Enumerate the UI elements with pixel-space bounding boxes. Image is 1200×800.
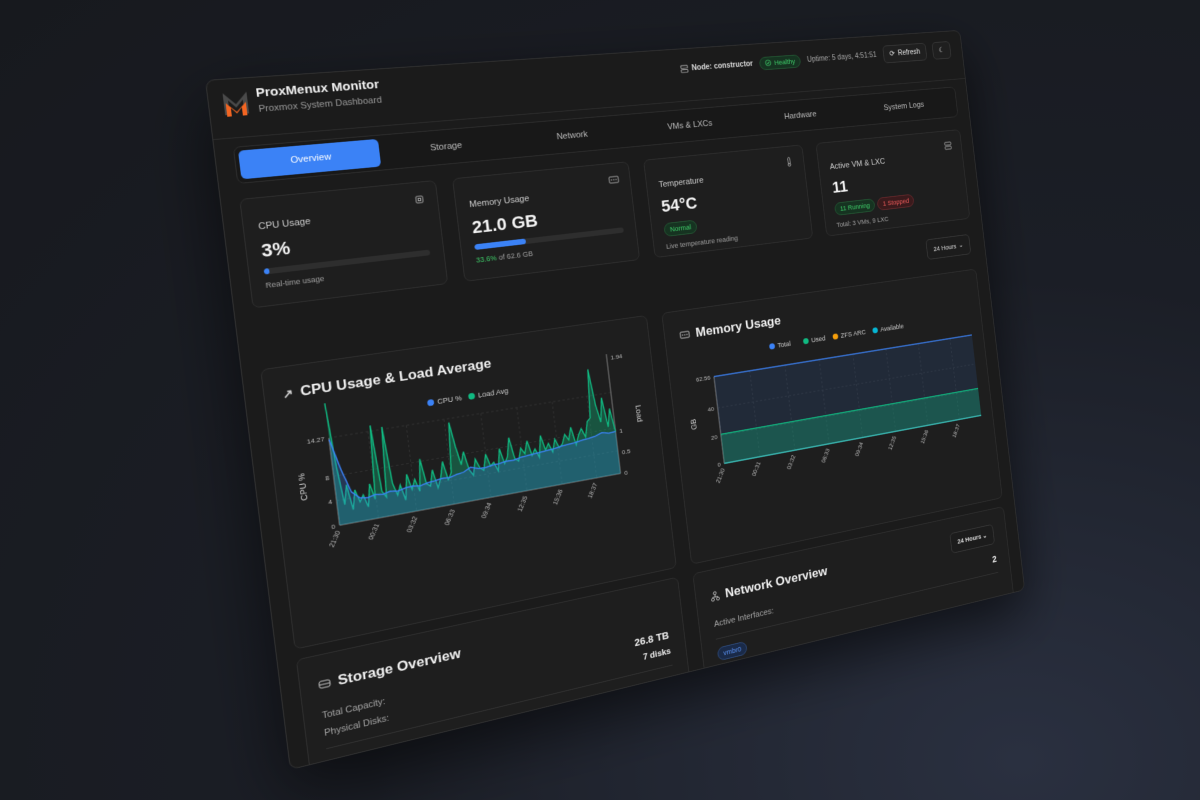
temperature-status-badge: Normal (663, 219, 698, 237)
legend-label: ZFS ARC (840, 329, 866, 340)
interfaces-value: 2 (991, 553, 998, 565)
y-tick-label: 4 (328, 498, 333, 507)
memory-percent: 33.6% (475, 253, 498, 265)
theme-toggle-button[interactable]: ☾ (931, 41, 952, 60)
y-tick-label: 0 (331, 522, 336, 531)
refresh-label: Refresh (897, 48, 921, 58)
y2-tick-label: 1.94 (610, 352, 623, 361)
legend-swatch (872, 327, 879, 334)
y2-tick-label: 1 (619, 427, 623, 435)
network-time-range-select[interactable]: 24 Hours ⌄ (949, 523, 995, 554)
x-tick-label: 15:36 (919, 429, 930, 445)
x-tick-label: 03:32 (405, 515, 419, 533)
network-icon (710, 590, 720, 602)
disks-value: 7 disks (642, 646, 672, 663)
health-status: Healthy (773, 57, 796, 67)
tab-hardware[interactable]: Hardware (783, 109, 817, 122)
legend-swatch (768, 343, 776, 350)
active-vm-card: Active VM & LXC 11 11 Running 1 Stopped T… (815, 129, 971, 237)
legend-label: CPU % (437, 394, 463, 406)
x-tick-label: 03:32 (785, 454, 797, 470)
running-badge: 11 Running (834, 198, 876, 216)
legend-swatch (467, 392, 476, 400)
legend-swatch (832, 333, 839, 340)
check-circle-icon (765, 59, 772, 66)
legend-label: Load Avg (478, 387, 509, 399)
moon-icon: ☾ (938, 46, 945, 55)
x-tick-label: 12:35 (887, 435, 898, 451)
tab-network[interactable]: Network (556, 129, 589, 142)
y-tick-label: 20 (711, 433, 718, 441)
legend-swatch (426, 398, 435, 407)
y-tick-label: 62.56 (696, 374, 711, 384)
y-axis-label: CPU % (296, 473, 309, 502)
proxmenux-logo (222, 91, 250, 117)
memory-icon (608, 174, 620, 186)
memory-chart-card: Memory Usage 0 20 40 62.56 21:30 00:31 03:32 06… (661, 268, 1003, 565)
refresh-button[interactable]: ⟳ Refresh (882, 42, 928, 64)
legend-swatch (802, 337, 809, 345)
stopped-badge: 1 Stopped (876, 193, 915, 211)
interface-badge[interactable]: vmbr0 (716, 640, 748, 662)
node-indicator: Node: constructor (680, 59, 754, 74)
server-icon (943, 140, 953, 151)
cpu-chart-card: ↗ CPU Usage & Load Average 0 4 8 14.27 21:30 0… (260, 315, 677, 650)
x-tick-label: 18:37 (586, 482, 599, 499)
tab-overview[interactable]: Overview (237, 138, 382, 180)
y2-tick-label: 0.5 (621, 447, 630, 456)
x-tick-label: 15:36 (551, 488, 564, 505)
time-range-value: 24 Hours (933, 242, 957, 253)
server-icon (680, 65, 689, 74)
y2-tick-label: 0 (624, 469, 628, 477)
y2-axis-label: Load (634, 404, 644, 422)
legend-label: Total (777, 340, 791, 349)
hard-drive-icon (318, 678, 332, 691)
x-tick-label: 18:37 (951, 423, 961, 439)
x-tick-label: 12:35 (516, 495, 530, 513)
x-tick-label: 00:31 (750, 461, 762, 478)
temperature-card: Temperature 54°C Normal Live temperature… (643, 144, 814, 258)
thermometer-icon (784, 156, 795, 167)
x-tick-label: 21:30 (714, 467, 726, 484)
memory-total: of 62.6 GB (498, 249, 534, 262)
node-label: Node: constructor (691, 59, 754, 73)
uptime: Uptime: 5 days, 4:51:51 (806, 51, 878, 65)
interfaces-label: Active Interfaces: (713, 606, 775, 629)
x-tick-label: 09:34 (479, 502, 493, 520)
y-tick-label: 40 (707, 405, 714, 413)
x-tick-label: 00:31 (366, 522, 381, 540)
cpu-usage-card: CPU Usage 3% Real-time usage (239, 180, 449, 309)
tab-storage[interactable]: Storage (429, 140, 463, 154)
cpu-icon (413, 193, 426, 205)
x-tick-label: 06:33 (443, 508, 457, 526)
legend-label: Used (811, 335, 826, 344)
tab-vms-lxcs[interactable]: VMs & LXCs (666, 118, 713, 132)
load-avg-area (324, 360, 621, 526)
network-time-range-value: 24 Hours (957, 532, 982, 546)
time-range-select[interactable]: 24 Hours ⌄ (925, 234, 972, 260)
memory-chart: 0 20 40 62.56 21:30 00:31 03:32 06:33 09:34 12:35… (689, 323, 1003, 484)
x-tick-label: 21:30 (327, 530, 342, 549)
y-tick-label: 14.27 (306, 435, 325, 446)
memory-usage-card: Memory Usage 21.0 GB 33.6% of 62.6 GB (452, 161, 641, 282)
chevron-down-icon: ⌄ (981, 531, 988, 540)
cpu-chart: 0 4 8 14.27 21:30 00:31 03:32 06:33 09:34 12:35 15… (296, 352, 644, 549)
y-axis-label: GB (689, 418, 698, 430)
legend-label: Available (880, 323, 904, 334)
x-tick-label: 09:34 (854, 441, 865, 457)
y-tick-label: 8 (325, 473, 330, 482)
chevron-down-icon: ⌄ (958, 241, 964, 249)
health-badge: Healthy (759, 54, 802, 71)
refresh-icon: ⟳ (889, 49, 896, 58)
dashboard-window: ProxMenux Monitor Proxmox System Dashboa… (205, 30, 1025, 770)
y-tick-label: 0 (717, 461, 721, 469)
x-tick-label: 06:33 (820, 448, 831, 464)
capacity-value: 26.8 TB (633, 629, 670, 649)
header: ProxMenux Monitor Proxmox System Dashboa… (206, 30, 967, 141)
tab-system-logs[interactable]: System Logs (883, 100, 925, 113)
